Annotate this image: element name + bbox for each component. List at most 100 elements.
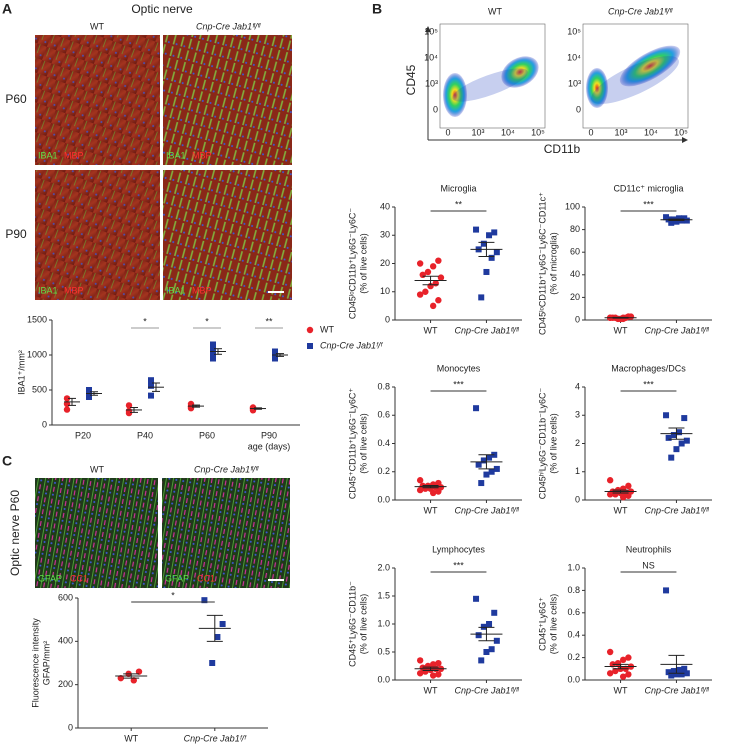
significance-label: * [171,590,175,600]
data-point [606,648,614,656]
y-tick-label: 20 [570,292,580,302]
stain-label: MBP [192,150,212,160]
y-axis-label: CD45⁺CD11b⁺Ly6G⁻Ly6C⁺ [347,388,357,499]
data-point [210,355,216,362]
y-axis-label: CD45ˡᵒCD11b⁺Ly6G⁻Ly6C⁻ [347,208,357,320]
data-point [486,621,493,627]
data-point [683,437,690,444]
data-point [665,434,672,441]
data-point [606,477,614,484]
micrograph [163,35,292,165]
significance-label: * [205,316,209,326]
y-tick-label: 0.8 [567,585,580,595]
flow-tick-label: 10⁴ [424,52,438,62]
data-point [493,465,500,472]
y-axis-label: CD45⁺Ly6G⁻CD11b⁻ [347,581,357,667]
micrograph [35,35,160,165]
y-axis-label: (% of microglia) [548,232,558,295]
y-tick-label: 0.8 [377,381,390,391]
data-point [478,294,485,301]
axis-label: CD45 [404,64,418,95]
data-point [148,377,154,384]
data-point [429,672,437,679]
data-point [668,672,675,679]
stain-label: GFAP [38,573,62,583]
chart-title: Lymphocytes [432,544,485,554]
flow-tick-label: 10³ [425,78,438,88]
flow-tick-label: 10⁴ [501,127,515,137]
data-point [473,595,480,602]
data-point [480,240,487,247]
flow-tick-label: 10³ [568,78,581,88]
data-point [493,249,500,256]
x-tick-label: Cnp-Cre Jab1ᶠˡ/ᶠˡ [454,505,519,515]
stain-label: MBP [192,285,212,295]
data-point [475,461,482,468]
x-tick-label: Cnp-Cre Jab1ᶠˡ/ᶠˡ [644,505,709,515]
x-tick-label: WT [124,733,138,743]
data-point [307,343,313,349]
data-point [473,226,480,233]
x-tick-label: P60 [199,430,215,440]
data-point [606,491,614,498]
data-point [416,477,424,484]
y-tick-label: 0 [385,314,390,324]
column-header: WT [90,21,104,31]
data-point [668,219,675,226]
chart-title: Monocytes [437,363,481,373]
y-tick-label: 1.5 [377,590,390,600]
stain-label: CC1 [70,573,88,583]
row-label: P60 [5,92,27,106]
x-tick-label: WT [614,685,628,695]
y-axis-label: (% of live cells) [358,413,368,474]
data-point [475,632,482,639]
flow-plot [582,23,689,129]
data-point [437,274,445,281]
x-tick-label: Cnp-Cre Jab1ᶠˡ/ᶠˡ [454,325,519,335]
y-tick-label: 0.0 [377,674,390,684]
flow-tick-label: 0 [588,127,593,137]
y-axis-label: IBA1⁺/mm² [16,350,26,395]
data-point [678,671,685,678]
stain-label: MBP [64,150,84,160]
data-point [619,493,627,501]
flow-tick-label: 10⁵ [567,26,581,36]
y-tick-label: 0.0 [567,674,580,684]
y-tick-label: 80 [570,224,580,234]
data-point [483,471,490,478]
stain-label: CC1 [197,573,215,583]
y-tick-label: 400 [58,636,73,646]
stain-label: IBA1 [38,150,58,160]
data-point [422,288,429,295]
data-point [480,623,487,630]
data-point [483,649,490,655]
stain-label: GFAP [165,573,189,583]
flow-tick-label: 10⁵ [531,127,545,137]
data-point [486,454,493,461]
y-tick-label: 1.0 [567,562,580,572]
y-axis-label: Fluorescence intensity [30,618,40,708]
significance-label: *** [643,199,654,209]
data-point [201,597,208,604]
y-tick-label: 600 [58,592,73,602]
y-tick-label: 0.6 [377,410,390,420]
y-tick-label: 3 [575,410,580,420]
y-tick-label: 0 [575,494,580,504]
data-point [670,668,677,675]
y-tick-label: 0 [575,314,580,324]
data-point [478,480,485,487]
data-point [86,387,92,393]
data-point [210,341,216,348]
y-axis-label: CD45⁺Ly6G⁺ [537,597,547,651]
data-point [210,352,216,358]
y-tick-label: 0.2 [377,466,390,476]
y-tick-label: 1.0 [377,618,390,628]
data-point [491,229,498,236]
panel-letter: B [372,1,382,17]
y-tick-label: 30 [380,230,390,240]
data-point [63,395,71,402]
data-point [148,392,154,399]
flow-plot [439,23,546,129]
